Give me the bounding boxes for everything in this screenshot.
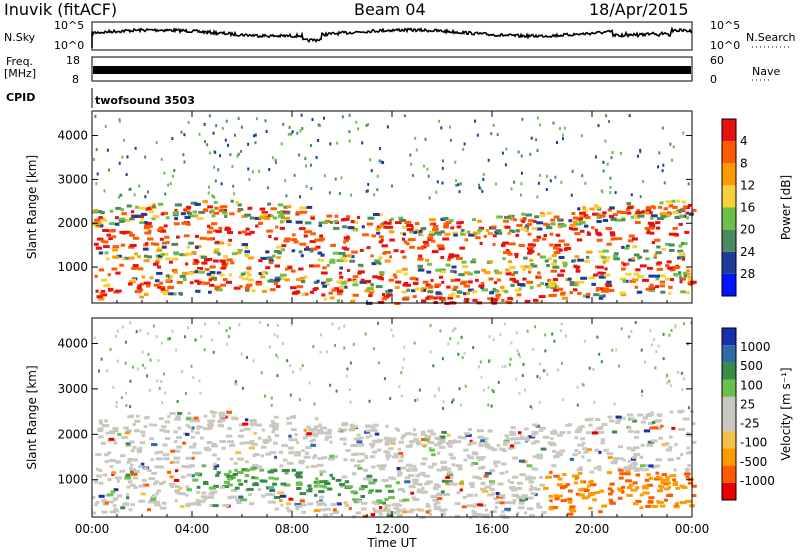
- velocity-panel: 00:00 04:00 08:00 12:00 16:00 20:00 00:00 1000 2…: [25, 317, 710, 550]
- velocity-colorbar: 1000 500 100 25 -25 -100 -500 -1000 Velocity [m …: [721, 327, 793, 501]
- cpid-label: CPID: [6, 91, 36, 104]
- power-colorbar-swatch: [722, 119, 736, 142]
- velocity-colorbar-swatch: [722, 465, 736, 483]
- x-tick-label: 00:00: [75, 522, 110, 536]
- power-colorbar-swatch: [722, 251, 736, 274]
- velocity-colorbar-tick-label: -100: [740, 436, 767, 450]
- power-panel: 1000 2000 3000 4000 Slant Range [km]: [25, 110, 697, 305]
- velocity-colorbar-tick-label: -500: [740, 455, 767, 469]
- freq-tick-high: 18: [66, 54, 80, 67]
- noise-panel: [91, 21, 790, 51]
- nave-tick-high: 60: [710, 54, 724, 67]
- freq-label-line1: Freq.: [6, 55, 34, 68]
- velocity-colorbar-swatch: [722, 328, 736, 346]
- power-colorbar-swatch: [722, 207, 736, 230]
- y-tick-label: 3000: [57, 382, 88, 396]
- velocity-colorbar-swatch: [722, 448, 736, 466]
- noise-tick-high-left: 10^5: [54, 19, 85, 32]
- frequency-panel: [91, 56, 770, 108]
- power-colorbar-tick-label: 12: [740, 178, 755, 192]
- power-ylabel: Slant Range [km]: [25, 155, 39, 259]
- velocity-colorbar-tick-label: -25: [740, 417, 760, 431]
- velocity-colorbar-tick-label: 100: [740, 378, 763, 392]
- power-colorbar-frame: [721, 118, 737, 297]
- power-colorbar-swatch: [722, 163, 736, 186]
- power-colorbar-tick-label: 28: [740, 267, 755, 281]
- noise-tick-high-right: 10^5: [710, 19, 741, 32]
- power-colorbar-tick-label: 16: [740, 201, 755, 215]
- nave-label: Nave: [752, 65, 781, 78]
- freq-frame: [91, 56, 693, 82]
- power-colorbar-swatch: [722, 229, 736, 252]
- y-tick-label: 1000: [57, 260, 88, 274]
- x-tick-label: 20:00: [575, 522, 610, 536]
- y-tick-label: 4000: [57, 129, 88, 143]
- velocity-colorbar-tick-label: 1000: [740, 340, 771, 354]
- station-title: Inuvik (fitACF): [4, 0, 118, 19]
- velocity-colorbar-swatch: [722, 396, 736, 414]
- x-tick-label: 16:00: [475, 522, 510, 536]
- y-tick-label: 4000: [57, 336, 88, 350]
- x-tick-label: 12:00: [375, 522, 410, 536]
- power-colorbar-swatch: [722, 273, 736, 296]
- velocity-colorbar-tick-label: -1000: [740, 474, 775, 488]
- y-tick-label: 2000: [57, 427, 88, 441]
- power-colorbar: 4 8 12 16 20 24 28 Power [dB]: [721, 118, 793, 297]
- velocity-colorbar-swatch: [722, 362, 736, 380]
- x-axis-label: Time UT: [366, 536, 417, 550]
- noise-frame: [91, 21, 693, 51]
- program-label: twofsound 3503: [95, 94, 195, 107]
- velocity-colorbar-swatch: [722, 431, 736, 449]
- beam-label: Beam 04: [354, 0, 426, 19]
- x-tick-label: 00:00: [675, 522, 710, 536]
- velocity-colorbar-label: Velocity [m s⁻¹]: [779, 367, 793, 460]
- nsearch-label: N.Search: [746, 31, 796, 44]
- nave-tick-low: 0: [710, 73, 717, 86]
- power-colorbar-swatch: [722, 141, 736, 164]
- power-colorbar-tick-label: 24: [740, 245, 755, 259]
- freq-trace: [93, 66, 691, 74]
- freq-label-line2: [MHz]: [4, 67, 37, 80]
- y-tick-label: 2000: [57, 216, 88, 230]
- power-colorbar-swatch: [722, 185, 736, 208]
- power-colorbar-tick-label: 20: [740, 223, 755, 237]
- nsky-label: N.Sky: [4, 31, 36, 44]
- power-colorbar-tick-label: 4: [740, 134, 748, 148]
- velocity-colorbar-swatch: [722, 379, 736, 397]
- date-label: 18/Apr/2015: [589, 0, 689, 19]
- noise-tick-low-right: 10^0: [710, 39, 741, 52]
- velocity-colorbar-tick-label: 500: [740, 359, 763, 373]
- y-tick-label: 1000: [57, 473, 88, 487]
- freq-tick-low: 8: [72, 73, 79, 86]
- velocity-colorbar-swatch: [722, 345, 736, 363]
- x-tick-label: 04:00: [175, 522, 210, 536]
- noise-trace: [91, 26, 693, 48]
- velocity-colorbar-frame: [721, 327, 737, 501]
- noise-tick-low-left: 10^0: [54, 39, 85, 52]
- velocity-colorbar-swatch: [722, 414, 736, 432]
- y-tick-label: 3000: [57, 172, 88, 186]
- power-colorbar-label: Power [dB]: [779, 175, 793, 240]
- velocity-colorbar-swatch: [722, 482, 736, 500]
- x-tick-label: 08:00: [275, 522, 310, 536]
- power-colorbar-tick-label: 8: [740, 156, 748, 170]
- velocity-colorbar-tick-label: 25: [740, 397, 755, 411]
- velocity-ylabel: Slant Range [km]: [25, 365, 39, 469]
